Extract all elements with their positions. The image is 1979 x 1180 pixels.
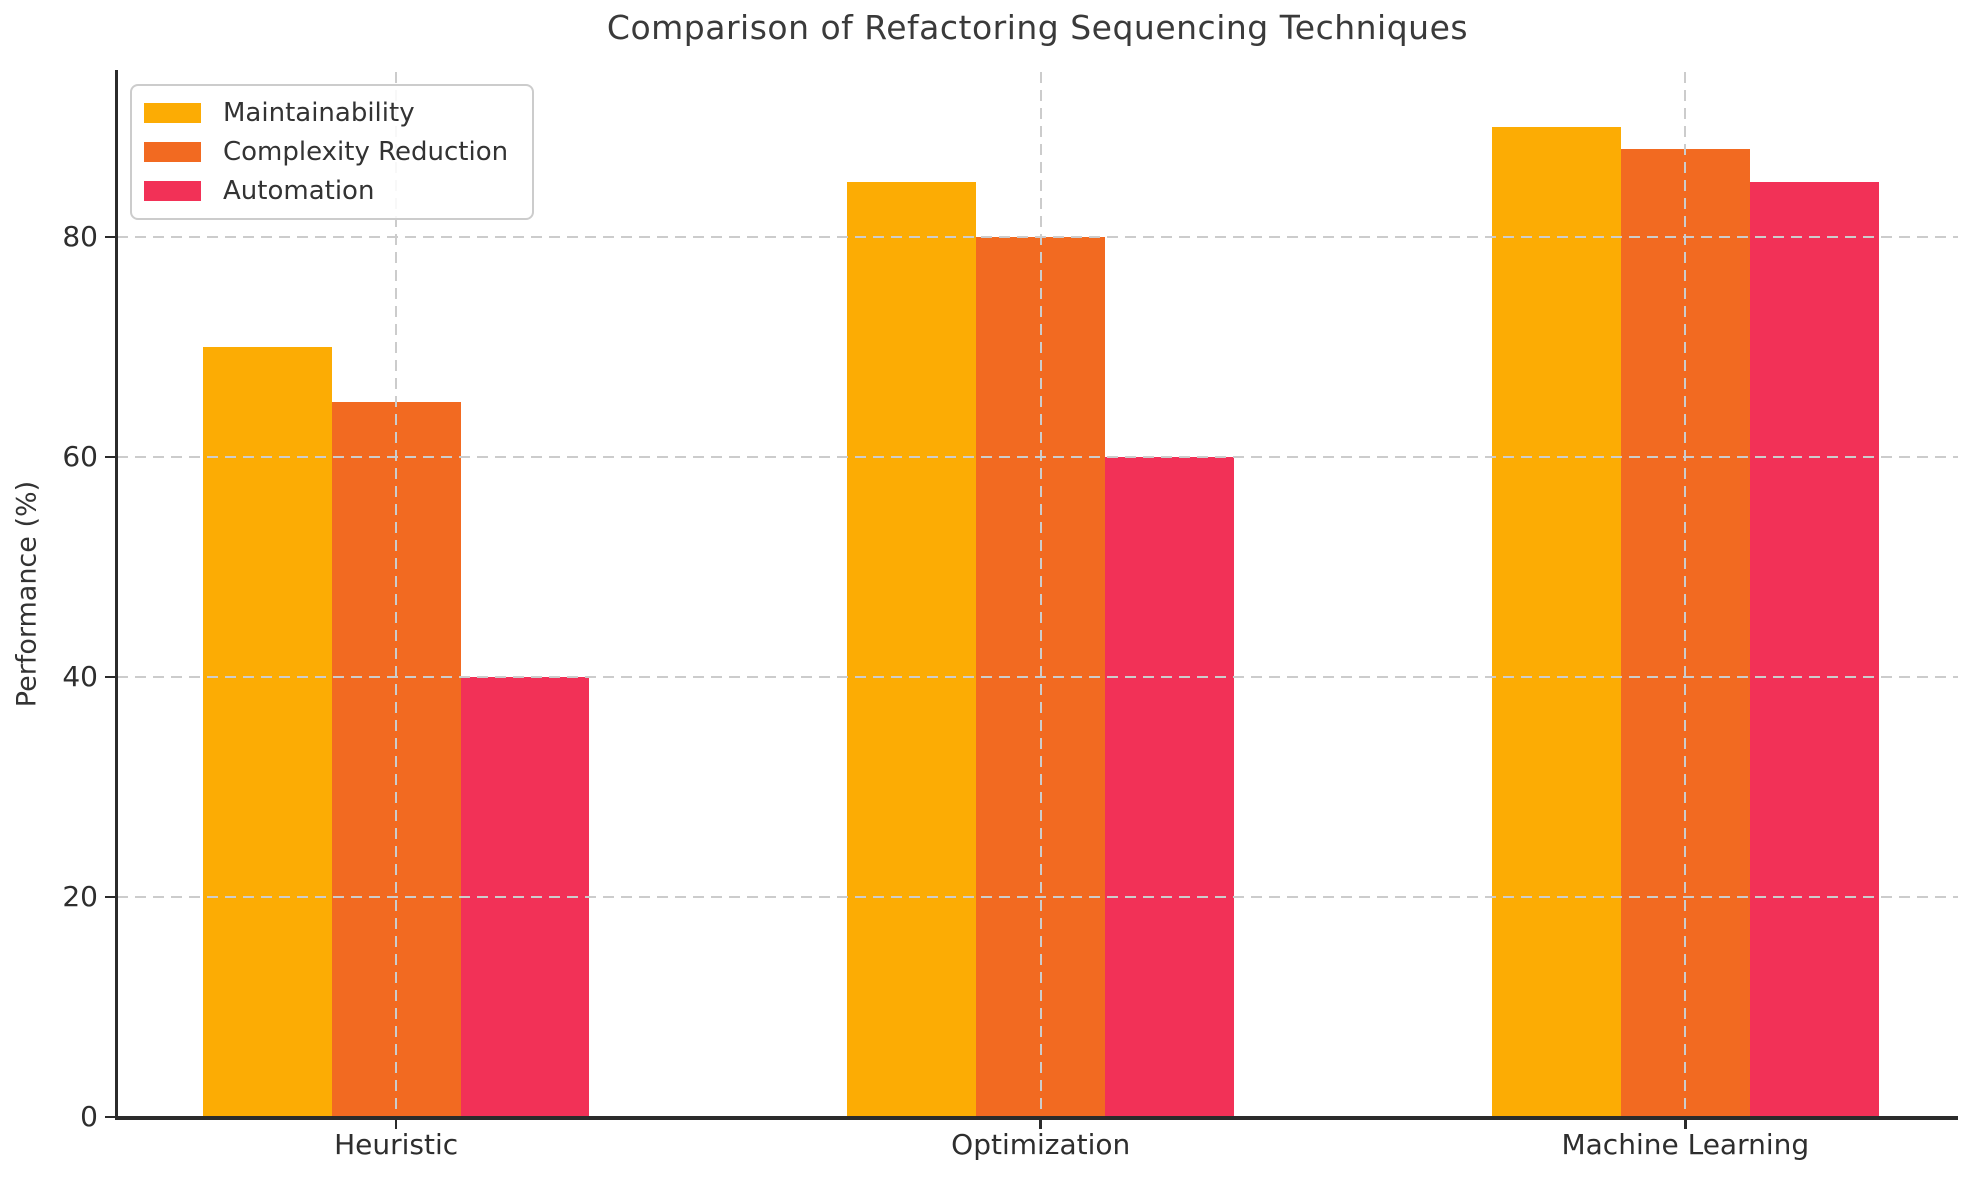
x-tick-optimization	[1039, 1119, 1042, 1129]
y-tick-label-0: 0	[80, 1100, 98, 1133]
y-tick-40	[105, 675, 115, 679]
legend: Maintainability Complexity Reduction Aut…	[130, 84, 535, 220]
legend-swatch-complexity-reduction	[144, 142, 201, 162]
legend-label: Maintainability	[223, 98, 415, 128]
legend-item-maintainability: Maintainability	[144, 98, 508, 128]
legend-swatch-maintainability	[144, 103, 201, 123]
legend-label: Complexity Reduction	[223, 137, 509, 167]
bar-optimization-maintainability	[847, 182, 977, 1117]
y-tick-label-20: 20	[62, 880, 98, 913]
y-tick-80	[105, 235, 115, 239]
y-tick-20	[105, 895, 115, 899]
gridline-y-80	[117, 236, 1958, 238]
gridline-x-heuristic	[395, 72, 398, 1117]
y-tick-label-40: 40	[62, 660, 98, 693]
legend-label: Automation	[223, 176, 375, 206]
chart-title: Comparison of Refactoring Sequencing Tec…	[606, 8, 1469, 47]
y-tick-label-80: 80	[62, 220, 98, 253]
y-tick-60	[105, 455, 115, 459]
legend-item-complexity-reduction: Complexity Reduction	[144, 137, 508, 167]
gridline-y-40	[117, 676, 1958, 678]
bar-optimization-automation	[1105, 457, 1235, 1117]
y-tick-label-60: 60	[62, 440, 98, 473]
gridline-y-20	[117, 896, 1958, 898]
x-tick-heuristic	[394, 1119, 398, 1129]
y-axis-spine	[115, 70, 118, 1119]
x-tick-label-optimization: Optimization	[951, 1128, 1131, 1161]
x-tick-label-machine-learning: Machine Learning	[1561, 1128, 1810, 1161]
gridline-x-machine-learning	[1684, 72, 1687, 1117]
x-tick-machine-learning	[1684, 1119, 1687, 1129]
x-tick-label-heuristic: Heuristic	[334, 1128, 459, 1161]
bar-machine-learning-automation	[1749, 182, 1879, 1117]
x-axis-spine	[115, 1116, 1958, 1120]
bar-machine-learning-maintainability	[1491, 127, 1621, 1117]
gridline-x-optimization	[1039, 72, 1042, 1117]
y-tick-0	[105, 1115, 115, 1119]
bar-heuristic-maintainability	[202, 347, 332, 1117]
legend-swatch-automation	[144, 181, 201, 201]
legend-item-automation: Automation	[144, 176, 508, 206]
gridline-y-60	[117, 456, 1958, 458]
